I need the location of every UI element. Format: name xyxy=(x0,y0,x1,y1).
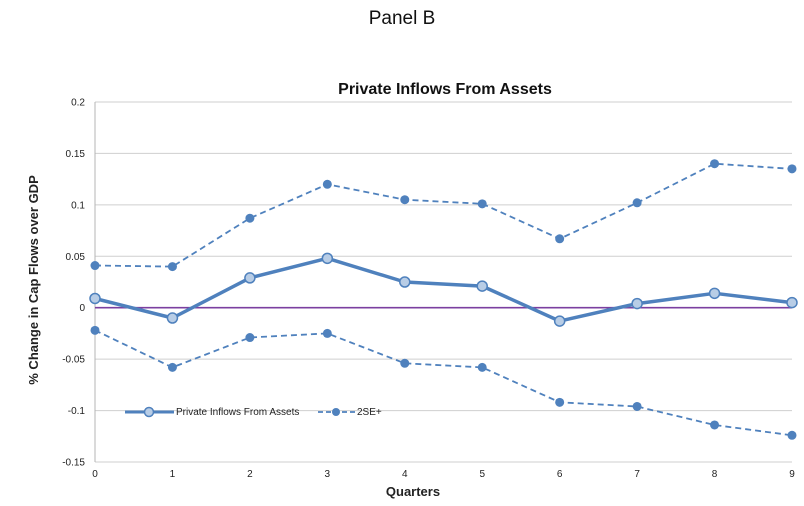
data-point xyxy=(477,362,487,372)
data-point xyxy=(321,252,334,265)
data-point xyxy=(399,276,411,288)
legend: Private Inflows From Assets 2SE+ xyxy=(125,406,382,418)
gridlines xyxy=(94,101,792,463)
data-point xyxy=(477,199,487,209)
y-tick-label: -0.15 xyxy=(62,458,85,469)
data-point xyxy=(167,262,177,272)
legend-swatch-marker-dashed xyxy=(332,408,340,416)
data-point xyxy=(787,430,797,440)
x-axis-ticks: 0 1 2 3 4 5 6 7 8 9 xyxy=(92,469,795,480)
data-point xyxy=(322,179,332,189)
data-point xyxy=(245,333,255,343)
y-tick-label: 0.2 xyxy=(71,98,85,109)
y-tick-label: -0.05 xyxy=(62,355,85,366)
data-point xyxy=(244,272,256,284)
x-tick-label: 7 xyxy=(634,469,640,480)
series-line xyxy=(94,329,793,437)
x-tick-label: 1 xyxy=(170,469,176,480)
series-line xyxy=(94,162,793,268)
data-point xyxy=(787,164,797,174)
data-point xyxy=(708,287,721,300)
y-tick-label: 0.1 xyxy=(71,200,85,211)
legend-label-2se: 2SE+ xyxy=(357,407,382,418)
y-tick-label: 0.15 xyxy=(66,149,86,160)
data-point xyxy=(90,325,100,335)
data-point xyxy=(786,296,798,309)
data-point xyxy=(245,213,255,223)
legend-swatch-marker-solid xyxy=(143,406,155,418)
legend-label-private-inflows: Private Inflows From Assets xyxy=(176,407,299,418)
data-point xyxy=(400,195,410,205)
data-point xyxy=(322,328,332,338)
data-point xyxy=(710,420,720,430)
data-point xyxy=(400,358,410,368)
series-1 xyxy=(90,159,797,272)
data-point xyxy=(555,397,565,407)
y-axis-title: % Change in Cap Flows over GDP xyxy=(26,175,41,385)
y-tick-label: 0.05 xyxy=(66,252,86,263)
x-tick-label: 9 xyxy=(789,469,795,480)
y-tick-label: -0.1 xyxy=(68,406,86,417)
x-tick-label: 5 xyxy=(479,469,485,480)
panel-label: Panel B xyxy=(368,8,436,29)
y-axis-ticks: 0.2 0.15 0.1 0.05 0 -0.05 -0.1 -0.15 xyxy=(62,98,85,469)
x-tick-label: 4 xyxy=(402,469,408,480)
data-point xyxy=(710,159,720,169)
data-point xyxy=(90,261,100,271)
data-point xyxy=(166,312,179,324)
data-point xyxy=(632,198,642,208)
x-tick-label: 6 xyxy=(557,469,563,480)
data-point xyxy=(553,315,566,327)
data-point xyxy=(167,362,177,372)
x-tick-label: 8 xyxy=(712,469,718,480)
series-line xyxy=(94,256,793,323)
data-point xyxy=(476,280,488,292)
series-0 xyxy=(89,252,798,327)
x-axis-title: Quarters xyxy=(386,484,440,499)
series-group xyxy=(89,159,798,440)
y-tick-label: 0 xyxy=(79,303,85,314)
x-tick-label: 0 xyxy=(92,469,98,480)
x-tick-label: 3 xyxy=(325,469,331,480)
data-point xyxy=(632,401,642,411)
data-point xyxy=(631,297,643,310)
x-tick-label: 2 xyxy=(247,469,253,480)
chart-title: Private Inflows From Assets xyxy=(338,81,552,98)
data-point xyxy=(89,292,101,305)
series-2 xyxy=(90,325,797,440)
data-point xyxy=(555,234,565,244)
